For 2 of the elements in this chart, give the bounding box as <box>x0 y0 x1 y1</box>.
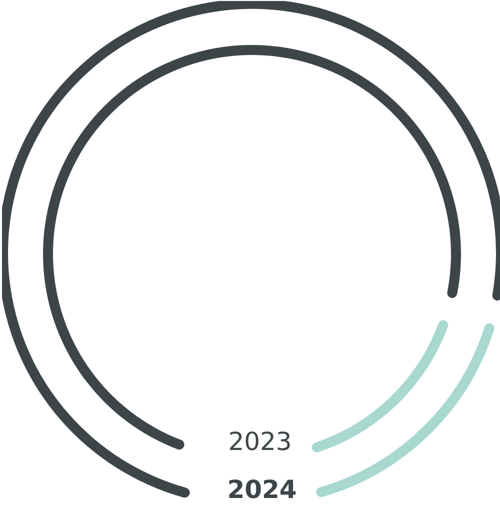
slice-label: 2023 <box>227 426 293 458</box>
slice-label: 2024 <box>226 474 298 506</box>
